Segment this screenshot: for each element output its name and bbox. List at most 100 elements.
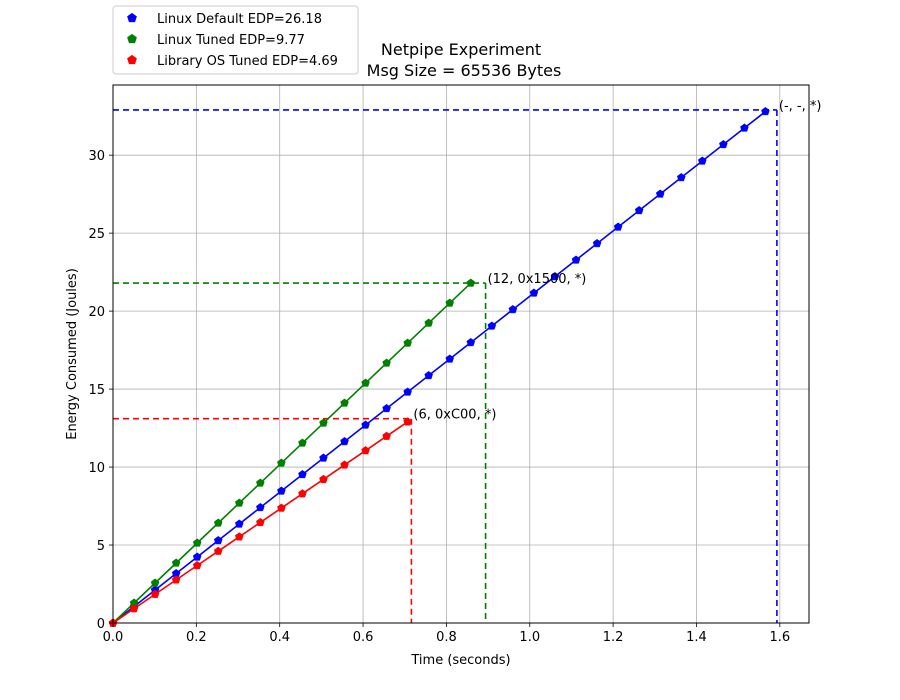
x-tick-label: 1.4 (686, 630, 707, 645)
x-tick-label: 0.0 (103, 630, 124, 645)
point-annotation: (6, 0xC00, *) (413, 408, 496, 423)
y-tick-label: 25 (88, 227, 105, 242)
y-tick-label: 0 (97, 617, 105, 632)
data-point (192, 552, 202, 561)
data-point (192, 538, 202, 547)
legend-marker (127, 12, 137, 23)
data-point (382, 431, 391, 440)
y-axis-label: Energy Consumed (Joules) (65, 268, 80, 440)
data-point (298, 489, 307, 498)
x-tick-label: 1.2 (603, 630, 624, 645)
legend-entry: Linux Tuned EDP=9.77 (157, 33, 305, 48)
data-point (508, 305, 518, 314)
data-point (466, 278, 476, 287)
y-tick-label: 5 (97, 539, 105, 554)
data-point (213, 518, 223, 527)
data-point (340, 436, 349, 446)
series-1 (108, 278, 476, 627)
series-group (108, 107, 770, 627)
data-point (319, 453, 328, 462)
x-tick-label: 1.6 (769, 630, 790, 645)
legend-box (112, 5, 359, 75)
data-point (234, 532, 244, 541)
series-0 (108, 107, 770, 627)
chart-subtitle: Msg Size = 65536 Bytes (367, 61, 562, 80)
data-point (340, 398, 349, 407)
data-point (403, 387, 412, 396)
data-point (256, 478, 265, 487)
data-point (171, 558, 181, 567)
data-point (529, 288, 539, 297)
data-point (150, 589, 160, 598)
legend-marker (127, 33, 137, 44)
y-tick-label: 15 (88, 383, 105, 398)
data-point (298, 469, 307, 479)
y-tick-label: 30 (88, 149, 105, 164)
data-point (256, 517, 265, 527)
annotations: (-, -, *) (12, 0x1500, *) (6, 0xC00, *) (413, 99, 821, 423)
guide-lines (113, 109, 778, 623)
data-point (298, 438, 307, 447)
data-point (403, 338, 412, 347)
data-point (613, 222, 623, 231)
series-2 (108, 417, 412, 627)
series-line (112, 282, 472, 624)
data-point (445, 354, 455, 363)
data-point (234, 519, 244, 528)
y-tick-label: 20 (88, 305, 105, 320)
data-point (150, 578, 160, 587)
point-annotation: (-, -, *) (779, 99, 822, 114)
data-point (256, 502, 265, 512)
data-point (277, 503, 286, 512)
data-point (634, 206, 644, 215)
data-point (234, 498, 244, 507)
data-point (719, 140, 728, 149)
data-point (340, 460, 349, 469)
data-point (361, 420, 370, 429)
x-tick-label: 0.2 (186, 630, 207, 645)
legend-entry: Linux Default EDP=26.18 (157, 12, 322, 27)
data-point (487, 321, 497, 330)
data-point (655, 189, 665, 198)
series-line (112, 110, 766, 624)
data-point (550, 272, 560, 281)
data-point (171, 575, 181, 584)
data-point (361, 446, 370, 455)
chart-title: Netpipe Experiment (381, 40, 541, 59)
data-point (129, 604, 139, 613)
point-annotation: (12, 0x1500, *) (488, 272, 587, 287)
x-tick-label: 0.6 (353, 630, 374, 645)
data-point (213, 535, 223, 545)
x-axis-label: Time (seconds) (410, 653, 510, 668)
data-point (592, 239, 602, 248)
x-tick-label: 0.8 (436, 630, 457, 645)
data-point (761, 107, 770, 116)
data-point (382, 358, 391, 367)
axes-frame (112, 84, 810, 624)
data-point (319, 474, 328, 483)
x-tick-label: 0.4 (269, 630, 290, 645)
legend-marker (127, 54, 137, 65)
data-point (319, 418, 328, 427)
data-point (676, 173, 686, 182)
data-point (213, 546, 223, 555)
y-tick-label: 10 (88, 461, 105, 476)
grid (112, 85, 809, 624)
data-point (277, 458, 286, 467)
data-point (382, 403, 391, 413)
legend: Linux Default EDP=26.18 Linux Tuned EDP=9… (112, 5, 359, 75)
data-point (424, 370, 433, 380)
data-point (698, 156, 707, 165)
legend-entry: Library OS Tuned EDP=4.69 (157, 54, 338, 69)
data-point (192, 561, 202, 570)
x-tick-label: 1.0 (519, 630, 540, 645)
ticks: 0.0 0.2 0.4 0.6 0.8 1.0 1.2 1.4 1.6 0 5 10 15 20 25 30 (88, 149, 790, 645)
data-point (466, 338, 476, 347)
data-point (403, 417, 412, 426)
data-point (424, 318, 433, 327)
data-point (445, 298, 455, 307)
data-point (361, 378, 370, 387)
data-point (740, 123, 749, 132)
data-point (571, 255, 581, 264)
